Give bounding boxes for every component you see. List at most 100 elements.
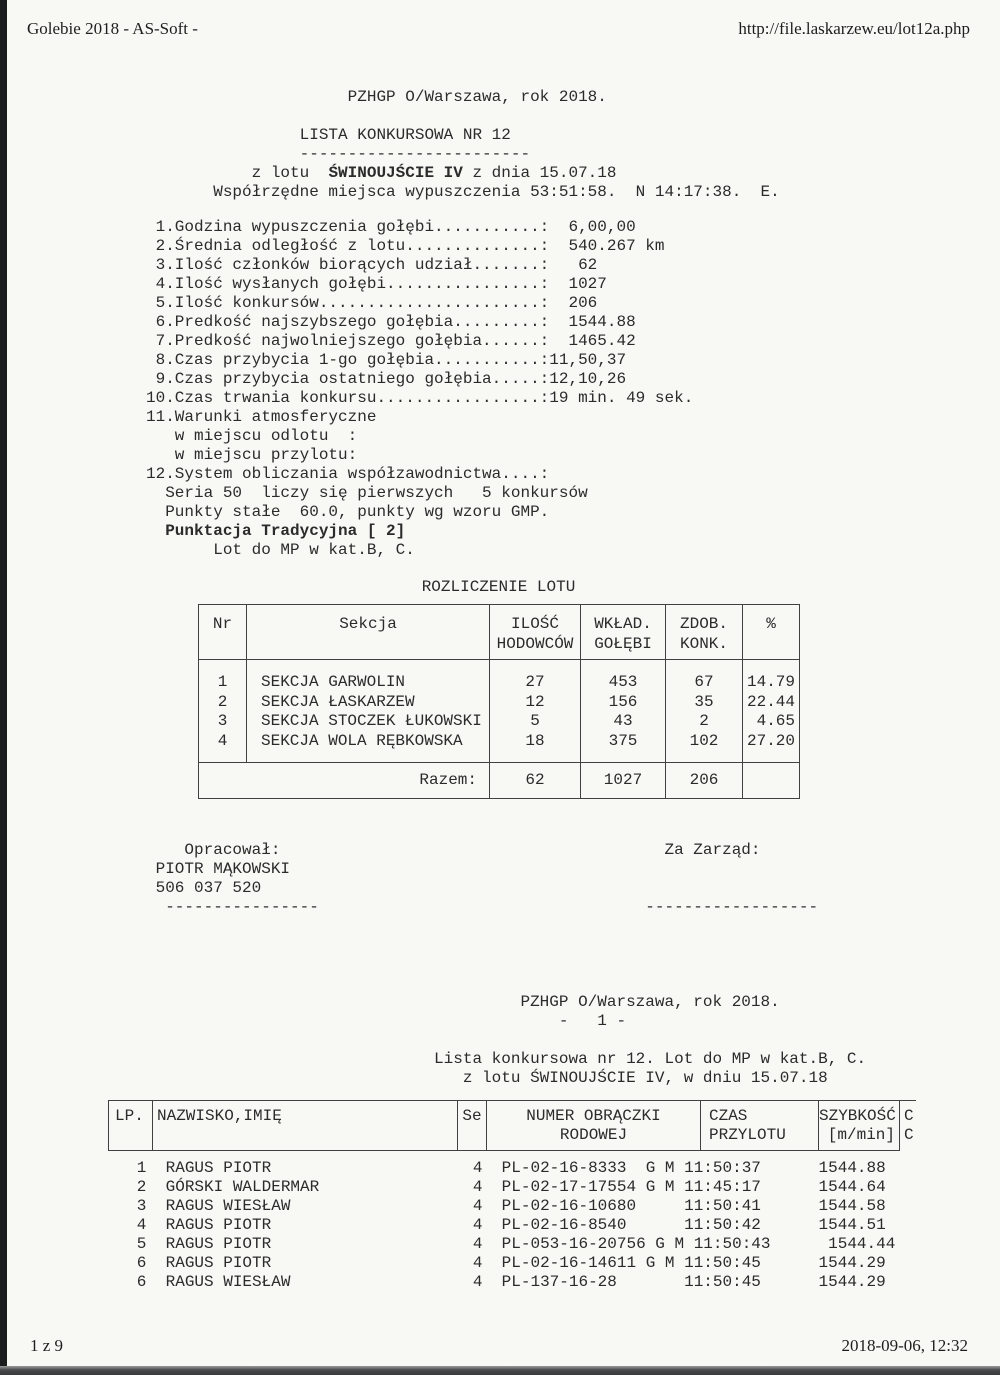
- text-line: PIOTR MĄKOWSKI: [146, 860, 291, 878]
- col-header-sekcja: Sekcja: [246, 604, 490, 660]
- text-line: 2.Średnia odległość z lotu..............…: [146, 237, 665, 255]
- text-line: LISTA KONKURSOWA NR 12: [146, 126, 511, 144]
- text-line: ------------------------: [146, 145, 531, 163]
- cell-pct: 27.20: [742, 731, 800, 763]
- text-line: Współrzędne miejsca wypuszczenia 53:51:5…: [146, 183, 780, 201]
- col-header-se: Se: [457, 1100, 487, 1151]
- cell-sekcja: SEKCJA ŁASKARZEW: [246, 692, 490, 712]
- cell-pct: 4.65: [742, 712, 800, 732]
- cell-hodowcy: 5: [489, 712, 581, 732]
- result-row: 3 RAGUS WIESŁAW 4 PL-02-16-10680 11:50:4…: [108, 1197, 886, 1215]
- scan-edge-left: [0, 0, 7, 1375]
- cell-hodowcy: 18: [489, 731, 581, 763]
- text-line: 11.Warunki atmosferyczne: [146, 408, 377, 426]
- cell-pct: 22.44: [742, 692, 800, 712]
- page2-header-block: PZHGP O/Warszawa, rok 2018. - 1 - Lista …: [146, 993, 866, 1088]
- text-line: z lotu ŚWINOUJŚCIE IV, w dniu 15.07.18: [146, 1069, 828, 1087]
- cell-nr: 4: [198, 731, 247, 763]
- col-header-pct: %: [742, 604, 800, 660]
- cell-konkursy: 102: [665, 731, 743, 763]
- text-line: 4.Ilość wysłanych gołębi................…: [146, 275, 607, 293]
- cell-nr: 2: [198, 692, 247, 712]
- table-row: 2 SEKCJA ŁASKARZEW 12 156 35 22.44: [198, 692, 800, 712]
- rozliczenie-header-row: Nr Sekcja ILOŚĆ HODOWCÓW WKŁAD. GOŁĘBI Z…: [198, 604, 800, 660]
- cell-golebie: 453: [580, 659, 666, 693]
- text-line: Lista konkursowa nr 12. Lot do MP w kat.…: [146, 1050, 867, 1068]
- cell-nr: 1: [198, 659, 247, 693]
- cell-golebie: 156: [580, 692, 666, 712]
- table-row: 1 SEKCJA GARWOLIN 27 453 67 14.79: [198, 659, 800, 693]
- result-row: 1 RAGUS PIOTR 4 PL-02-16-8333 G M 11:50:…: [108, 1159, 886, 1177]
- text-line: Opracował: Za Zarząd:: [146, 841, 761, 859]
- col-header-c: C C: [899, 1100, 916, 1151]
- cell-konkursy: 67: [665, 659, 743, 693]
- text-line: PZHGP O/Warszawa, rok 2018.: [146, 88, 607, 106]
- cell-sekcja: SEKCJA GARWOLIN: [246, 659, 490, 693]
- cell-konkursy: 35: [665, 692, 743, 712]
- rozliczenie-table: Nr Sekcja ILOŚĆ HODOWCÓW WKŁAD. GOŁĘBI Z…: [198, 604, 800, 799]
- report-header-block: PZHGP O/Warszawa, rok 2018. LISTA KONKUR…: [146, 88, 780, 202]
- text-line: PZHGP O/Warszawa, rok 2018.: [146, 993, 780, 1011]
- text-line: ---------------- ------------------: [146, 898, 819, 916]
- text-line: 506 037 520: [146, 879, 262, 897]
- col-header-lp: LP.: [108, 1100, 153, 1151]
- result-row: 4 RAGUS PIOTR 4 PL-02-16-8540 11:50:42 1…: [108, 1216, 886, 1234]
- flight-stats-block: 1.Godzina wypuszczenia gołębi...........…: [146, 218, 693, 560]
- text-line: Punkty stałe 60.0, punkty wg wzoru GMP.: [146, 503, 550, 521]
- result-row: 2 GÓRSKI WALDERMAR 4 PL-02-17-17554 G M …: [108, 1178, 886, 1196]
- text-line: 12.System obliczania współzawodnictwa...…: [146, 465, 550, 483]
- col-header-czas-przylotu: CZAS PRZYLOTU: [700, 1100, 819, 1151]
- text-line: Punktacja Tradycyjna [ 2]: [165, 522, 406, 540]
- text-line: 3.Ilość członków biorących udział.......…: [146, 256, 598, 274]
- text-line: w miejscu przylotu:: [146, 446, 358, 464]
- col-header-ilosc-hodowcow: ILOŚĆ HODOWCÓW: [489, 604, 581, 660]
- results-rows-block: 1 RAGUS PIOTR 4 PL-02-16-8333 G M 11:50:…: [108, 1159, 896, 1292]
- text-line: z lotu ŚWINOUJŚCIE IV z dnia 15.07.18: [146, 164, 617, 182]
- text-line: w miejscu odlotu :: [146, 427, 358, 445]
- signatures-block: Opracował: Za Zarząd: PIOTR MĄKOWSKI 506…: [146, 841, 819, 917]
- cell-konkursy: 2: [665, 712, 743, 732]
- cell-golebie: 43: [580, 712, 666, 732]
- text-line: - 1 -: [146, 1012, 627, 1030]
- cell-nr: 3: [198, 712, 247, 732]
- cell-hodowcy: 27: [489, 659, 581, 693]
- cell-pct: 14.79: [742, 659, 800, 693]
- col-header-wklad-golebi: WKŁAD. GOŁĘBI: [580, 604, 666, 660]
- col-header-nr: Nr: [198, 604, 247, 660]
- text-line: 10.Czas trwania konkursu................…: [146, 389, 694, 407]
- print-footer-timestamp: 2018-09-06, 12:32: [841, 1336, 968, 1355]
- text-line: [146, 1031, 866, 1050]
- text-line: 8.Czas przybycia 1-go gołębia...........…: [146, 351, 627, 369]
- cell-sekcja: SEKCJA WOLA RĘBKOWSKA: [246, 731, 490, 763]
- razem-golebie: 1027: [580, 762, 666, 799]
- col-header-numer-obraczki: NUMER OBRĄCZKI RODOWEJ: [486, 1100, 701, 1151]
- result-row: 6 RAGUS PIOTR 4 PL-02-16-14611 G M 11:50…: [108, 1254, 886, 1272]
- table-row: 3 SEKCJA STOCZEK ŁUKOWSKI 5 43 2 4.65: [198, 712, 800, 732]
- col-header-zdob-konk: ZDOB. KONK.: [665, 604, 743, 660]
- razem-konkursy: 206: [665, 762, 743, 799]
- table-row: 4 SEKCJA WOLA RĘBKOWSKA 18 375 102 27.20: [198, 731, 800, 763]
- razem-pct-empty: [742, 762, 800, 799]
- print-header-url: http://file.laskarzew.eu/lot12a.php: [738, 19, 970, 38]
- cell-golebie: 375: [580, 731, 666, 763]
- text-line: 6.Predkość najszybszego gołębia.........…: [146, 313, 636, 331]
- text-line: Seria 50 liczy się pierwszych 5 konkursó…: [146, 484, 588, 502]
- results-header-table: LP. NAZWISKO,IMIĘ Se NUMER OBRĄCZKI RODO…: [108, 1100, 916, 1151]
- col-header-szybkosc: SZYBKOŚĆ [m/min]: [818, 1100, 900, 1151]
- print-header-title: Golebie 2018 - AS-Soft -: [27, 19, 198, 38]
- rozliczenie-title: ROZLICZENIE LOTU: [421, 578, 576, 596]
- print-footer-page-number: 1 z 9: [30, 1336, 64, 1355]
- result-row: 5 RAGUS PIOTR 4 PL-053-16-20756 G M 11:5…: [108, 1235, 896, 1253]
- text-line: Lot do MP w kat.B, C.: [146, 541, 415, 559]
- col-header-nazwisko: NAZWISKO,IMIĘ: [152, 1100, 458, 1151]
- razem-row: Razem: 62 1027 206: [198, 762, 800, 799]
- text-line: 9.Czas przybycia ostatniego gołębia.....…: [146, 370, 627, 388]
- razem-label: Razem:: [198, 762, 490, 799]
- text-line: 7.Predkość najwolniejszego gołębia......…: [146, 332, 636, 350]
- razem-hodowcy: 62: [489, 762, 581, 799]
- text-line: 1.Godzina wypuszczenia gołębi...........…: [146, 218, 636, 236]
- results-header-row: LP. NAZWISKO,IMIĘ Se NUMER OBRĄCZKI RODO…: [108, 1100, 916, 1151]
- text-line: [146, 107, 780, 126]
- cell-hodowcy: 12: [489, 692, 581, 712]
